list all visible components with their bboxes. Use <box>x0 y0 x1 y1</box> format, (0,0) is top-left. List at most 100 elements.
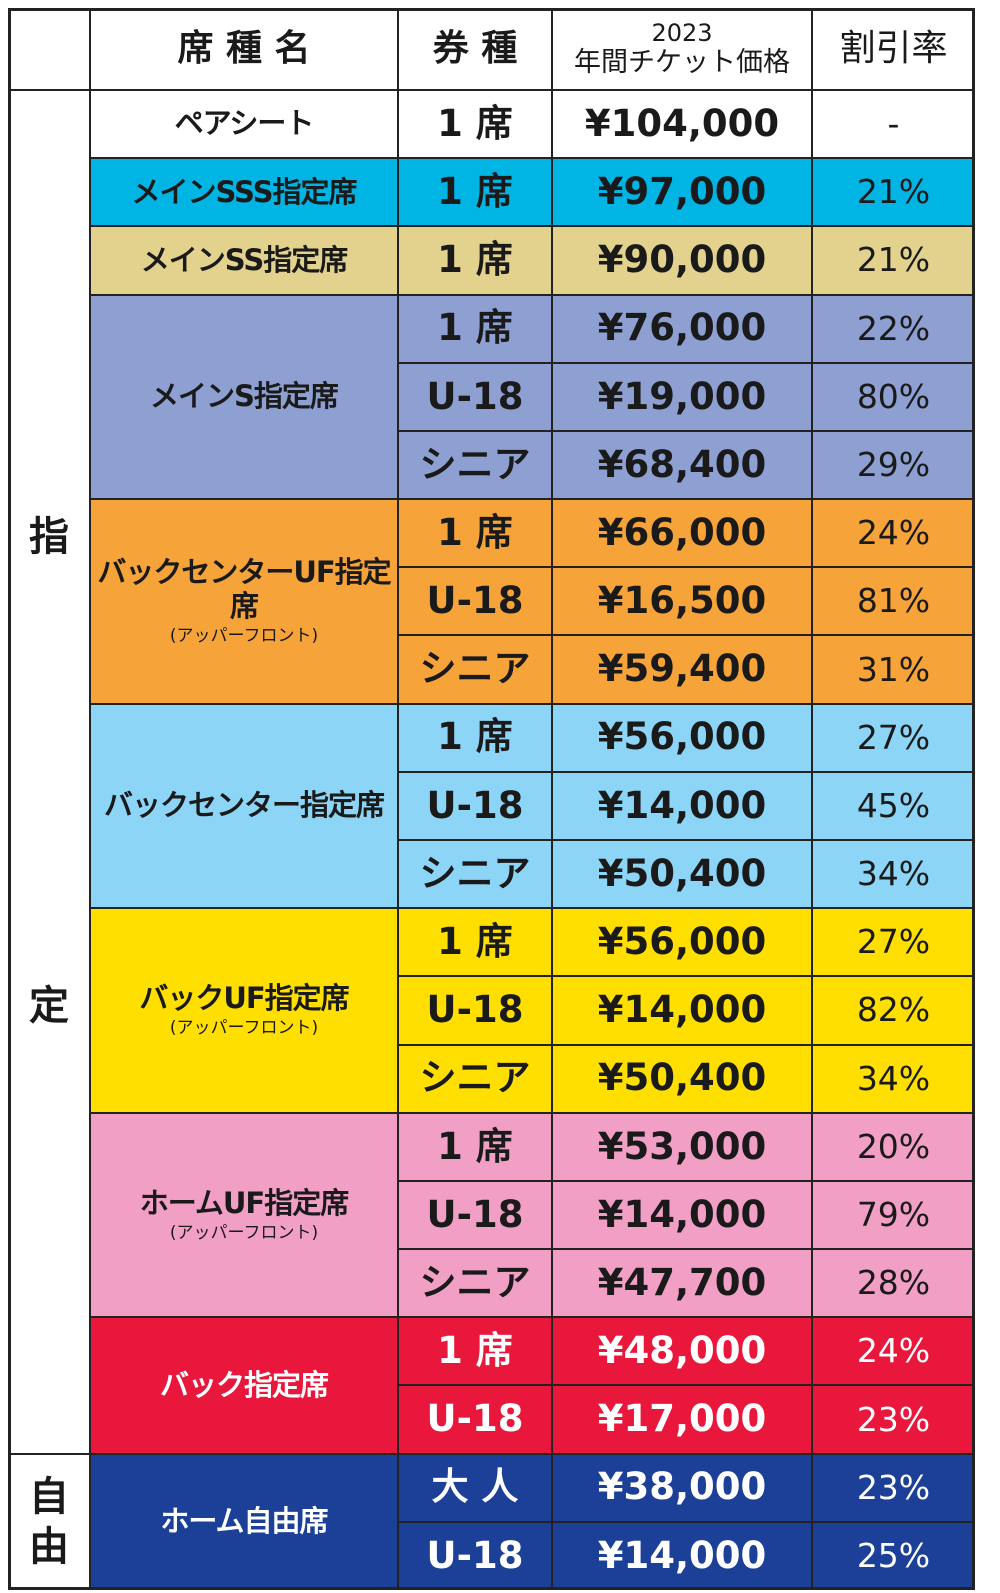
discount: 27% <box>856 717 931 757</box>
price-cell: ¥50,400 <box>552 840 812 909</box>
discount-cell: 79% <box>812 1180 975 1250</box>
seat-note: (アッパーフロント) <box>169 1018 319 1039</box>
header-text: 割引率 <box>839 28 948 70</box>
discount: 22% <box>856 308 931 348</box>
price: ¥66,000 <box>597 510 767 554</box>
group-label: 定 <box>29 983 69 1030</box>
price: ¥47,700 <box>597 1260 767 1304</box>
ticket-cell: 1 席 <box>398 1112 552 1181</box>
ticket-type: シニア <box>419 442 531 486</box>
discount: 24% <box>856 513 931 553</box>
seat-cell: メインSS指定席 <box>90 226 398 295</box>
ticket-cell: 1 席 <box>398 294 552 363</box>
ticket-type: U-18 <box>426 1397 524 1441</box>
seat-cell: バックセンター指定席 <box>90 703 398 909</box>
price-cell: ¥14,000 <box>552 976 812 1045</box>
ticket-type: U-18 <box>426 1533 524 1577</box>
header-text: 席 種 名 <box>177 28 311 70</box>
price: ¥104,000 <box>584 101 780 145</box>
discount: 20% <box>856 1126 931 1166</box>
discount-cell: 34% <box>812 1044 975 1113</box>
discount-cell: 24% <box>812 1317 975 1386</box>
price-cell: ¥53,000 <box>552 1112 812 1181</box>
price-cell: ¥76,000 <box>552 294 812 363</box>
seat-name: メインS指定席 <box>150 379 339 414</box>
header-ticket: 券 種 <box>398 8 552 90</box>
price: ¥68,400 <box>597 442 767 486</box>
seat-name: ペアシート <box>174 106 315 141</box>
price: ¥14,000 <box>597 1533 767 1577</box>
price-cell: ¥66,000 <box>552 499 812 568</box>
seat-name: バック指定席 <box>159 1367 329 1402</box>
ticket-cell: シニア <box>398 635 552 704</box>
price-cell: ¥59,400 <box>552 635 812 704</box>
discount: 34% <box>856 1058 931 1098</box>
ticket-type: シニア <box>419 851 531 895</box>
seat-name: ホームUF指定席 <box>139 1185 349 1220</box>
price-cell: ¥14,000 <box>552 1180 812 1250</box>
ticket-cell: U-18 <box>398 362 552 431</box>
price-cell: ¥14,000 <box>552 1521 812 1590</box>
price: ¥90,000 <box>597 238 767 282</box>
header-year: 2023 <box>651 18 713 47</box>
discount: 21% <box>856 240 931 280</box>
ticket-cell: シニア <box>398 1044 552 1113</box>
seat-cell: バック指定席 <box>90 1317 398 1454</box>
price-cell: ¥90,000 <box>552 226 812 295</box>
discount-cell: 24% <box>812 499 975 568</box>
ticket-cell: 大 人 <box>398 1453 552 1522</box>
ticket-cell: 1 席 <box>398 90 552 159</box>
seat-cell: メインS指定席 <box>90 294 398 500</box>
seat-name: メインSS指定席 <box>140 242 348 277</box>
ticket-cell: U-18 <box>398 1521 552 1590</box>
price-cell: ¥68,400 <box>552 430 812 500</box>
ticket-type: 1 席 <box>437 1329 513 1373</box>
discount-cell: 21% <box>812 226 975 295</box>
ticket-cell: シニア <box>398 430 552 500</box>
seat-cell: ホームUF指定席 (アッパーフロント) <box>90 1112 398 1318</box>
ticket-cell: 1 席 <box>398 158 552 227</box>
price-cell: ¥38,000 <box>552 1453 812 1522</box>
price-cell: ¥48,000 <box>552 1317 812 1386</box>
ticket-type: 大 人 <box>431 1465 519 1509</box>
ticket-type: U-18 <box>426 1192 524 1236</box>
ticket-type: 1 席 <box>437 306 513 350</box>
ticket-cell: U-18 <box>398 1180 552 1250</box>
ticket-cell: U-18 <box>398 1385 552 1454</box>
price: ¥17,000 <box>597 1397 767 1441</box>
discount: 45% <box>856 785 931 825</box>
seat-cell: バックセンターUF指定席 (アッパーフロント) <box>90 499 398 704</box>
discount: 80% <box>856 376 931 416</box>
discount-cell: 28% <box>812 1249 975 1318</box>
price: ¥50,400 <box>597 851 767 895</box>
header-text: 券 種 <box>432 28 518 70</box>
discount: 28% <box>856 1263 931 1303</box>
discount: 23% <box>856 1399 931 1439</box>
ticket-cell: 1 席 <box>398 226 552 295</box>
ticket-type: U-18 <box>426 579 524 623</box>
seat-cell: バックUF指定席 (アッパーフロント) <box>90 908 398 1113</box>
ticket-type: シニア <box>419 1056 531 1100</box>
discount: 29% <box>856 445 931 485</box>
header-price: 2023 年間チケット価格 <box>552 8 812 90</box>
ticket-cell: 1 席 <box>398 703 552 772</box>
discount-cell: - <box>812 90 975 159</box>
price: ¥56,000 <box>597 919 767 963</box>
ticket-cell: シニア <box>398 840 552 909</box>
price-cell: ¥97,000 <box>552 158 812 227</box>
price-cell: ¥50,400 <box>552 1044 812 1113</box>
group-cell: 自由 <box>8 1453 90 1590</box>
price-cell: ¥56,000 <box>552 908 812 977</box>
header-seat: 席 種 名 <box>90 8 398 90</box>
seat-note: (アッパーフロント) <box>169 1222 319 1243</box>
price-cell: ¥104,000 <box>552 90 812 159</box>
price: ¥16,500 <box>597 579 767 623</box>
discount: 79% <box>856 1195 931 1235</box>
seat-cell: ペアシート <box>90 90 398 159</box>
price: ¥56,000 <box>597 715 767 759</box>
discount-cell: 27% <box>812 703 975 772</box>
discount: - <box>887 104 900 144</box>
price-cell: ¥47,700 <box>552 1249 812 1318</box>
discount-cell: 21% <box>812 158 975 227</box>
ticket-type: 1 席 <box>437 1124 513 1168</box>
